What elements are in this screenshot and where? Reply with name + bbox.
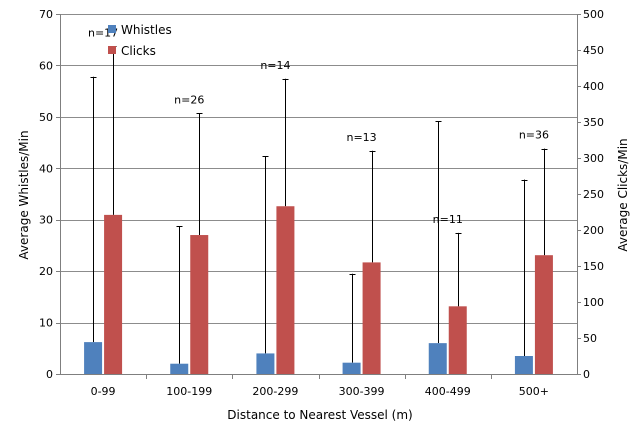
legend-label-whistles: Whistles (121, 23, 172, 37)
x-tick-label: 500+ (519, 385, 549, 398)
right-tick-label: 150 (583, 260, 604, 273)
right-tick-label: 350 (583, 116, 604, 129)
right-axis-title: Average Clicks/Min (616, 138, 630, 251)
x-tick-label: 200-299 (252, 385, 298, 398)
x-tick-label: 300-399 (339, 385, 385, 398)
bar-whistles-300-399 (342, 362, 361, 374)
sample-size-label: n=36 (519, 129, 549, 142)
plot-frame (60, 14, 578, 375)
right-tick-label: 50 (583, 332, 597, 345)
x-tick-label: 400-499 (425, 385, 471, 398)
right-tick-label: 100 (583, 296, 604, 309)
left-tick-label: 50 (39, 111, 53, 124)
x-tick-label: 100-199 (166, 385, 212, 398)
bars (84, 206, 553, 374)
bar-whistles-500+ (514, 356, 533, 374)
bar-clicks-0-99 (104, 214, 123, 374)
legend-swatch-whistles (108, 25, 116, 33)
right-tick-label: 450 (583, 44, 604, 57)
gridlines (60, 14, 577, 324)
right-tick-label: 400 (583, 80, 604, 93)
bar-clicks-500+ (534, 255, 553, 374)
sample-size-label: n=26 (174, 93, 204, 106)
left-tick-label: 10 (39, 317, 53, 330)
legend: Whistles Clicks (108, 23, 172, 58)
left-tick-label: 60 (39, 59, 53, 72)
left-axis-title: Average Whistles/Min (17, 130, 31, 259)
legend-swatch-clicks (108, 46, 116, 54)
sample-size-annotations: n=17n=26n=14n=13n=11n=36 (88, 26, 549, 225)
right-tick-label: 0 (583, 368, 590, 381)
x-axis-ticks: 0-99 100-199 200-299 300-399 400-499 500+ (91, 374, 549, 398)
right-tick-label: 250 (583, 188, 604, 201)
right-tick-label: 300 (583, 152, 604, 165)
left-tick-label: 30 (39, 214, 53, 227)
left-tick-label: 0 (46, 368, 53, 381)
left-tick-label: 70 (39, 8, 53, 21)
bar-clicks-200-299 (276, 206, 295, 374)
bar-whistles-200-299 (256, 353, 275, 374)
bar-whistles-400-499 (428, 343, 447, 374)
right-tick-label: 500 (583, 8, 604, 21)
bar-whistles-100-199 (170, 363, 189, 374)
x-tick-label: 0-99 (91, 385, 116, 398)
bar-whistles-0-99 (84, 342, 103, 374)
right-tick-label: 200 (583, 224, 604, 237)
bar-clicks-300-399 (362, 262, 381, 374)
right-axis-ticks: 0 50 100 150 200 250 300 350 400 450 500 (577, 8, 604, 381)
left-tick-label: 40 (39, 162, 53, 175)
sample-size-label: n=11 (433, 213, 463, 226)
error-bars (90, 46, 548, 364)
x-axis-title: Distance to Nearest Vessel (m) (227, 408, 412, 422)
bar-clicks-100-199 (190, 235, 209, 374)
bar-clicks-400-499 (448, 306, 467, 374)
left-tick-label: 20 (39, 265, 53, 278)
sample-size-label: n=14 (260, 59, 290, 72)
legend-label-clicks: Clicks (121, 44, 156, 58)
sample-size-label: n=13 (346, 131, 376, 144)
left-axis-ticks: 0 10 20 30 40 50 60 70 (39, 8, 60, 381)
